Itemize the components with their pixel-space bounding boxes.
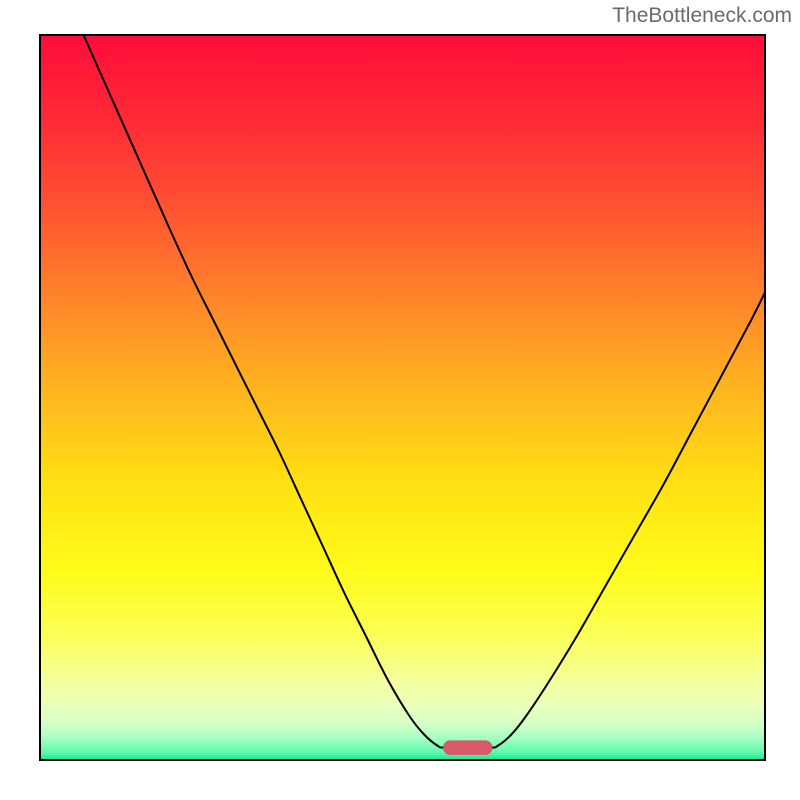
optimal-marker (443, 740, 492, 755)
attribution-label: TheBottleneck.com (612, 4, 792, 28)
bottleneck-chart: TheBottleneck.com (0, 0, 800, 800)
chart-svg (0, 0, 800, 800)
